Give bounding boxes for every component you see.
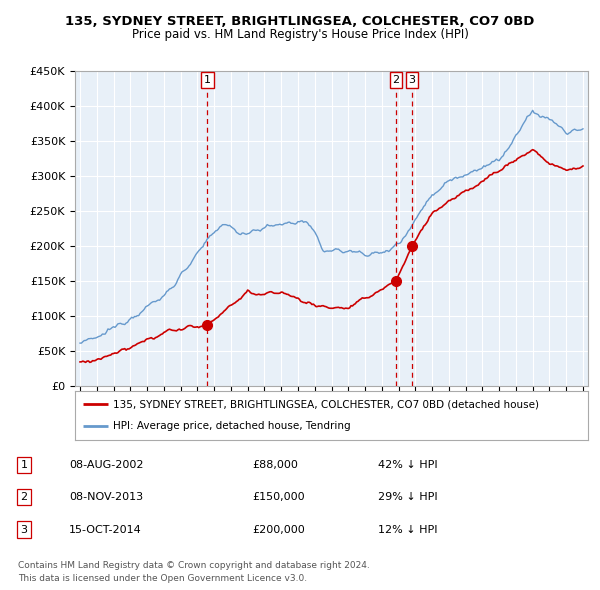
Text: 08-NOV-2013: 08-NOV-2013 — [69, 492, 143, 502]
Text: 15-OCT-2014: 15-OCT-2014 — [69, 525, 142, 535]
Text: This data is licensed under the Open Government Licence v3.0.: This data is licensed under the Open Gov… — [18, 574, 307, 583]
Text: 135, SYDNEY STREET, BRIGHTLINGSEA, COLCHESTER, CO7 0BD (detached house): 135, SYDNEY STREET, BRIGHTLINGSEA, COLCH… — [113, 399, 539, 409]
Text: Price paid vs. HM Land Registry's House Price Index (HPI): Price paid vs. HM Land Registry's House … — [131, 28, 469, 41]
Text: £150,000: £150,000 — [252, 492, 305, 502]
Text: HPI: Average price, detached house, Tendring: HPI: Average price, detached house, Tend… — [113, 421, 351, 431]
Text: 42% ↓ HPI: 42% ↓ HPI — [378, 460, 437, 470]
Text: 3: 3 — [20, 525, 28, 535]
Text: £88,000: £88,000 — [252, 460, 298, 470]
Text: 2: 2 — [20, 492, 28, 502]
Text: 29% ↓ HPI: 29% ↓ HPI — [378, 492, 437, 502]
Text: Contains HM Land Registry data © Crown copyright and database right 2024.: Contains HM Land Registry data © Crown c… — [18, 560, 370, 569]
Text: 135, SYDNEY STREET, BRIGHTLINGSEA, COLCHESTER, CO7 0BD: 135, SYDNEY STREET, BRIGHTLINGSEA, COLCH… — [65, 15, 535, 28]
Text: 12% ↓ HPI: 12% ↓ HPI — [378, 525, 437, 535]
Text: £200,000: £200,000 — [252, 525, 305, 535]
Text: 1: 1 — [204, 76, 211, 86]
Text: 2: 2 — [392, 76, 400, 86]
Text: 1: 1 — [20, 460, 28, 470]
Text: 08-AUG-2002: 08-AUG-2002 — [69, 460, 143, 470]
Text: 3: 3 — [409, 76, 415, 86]
